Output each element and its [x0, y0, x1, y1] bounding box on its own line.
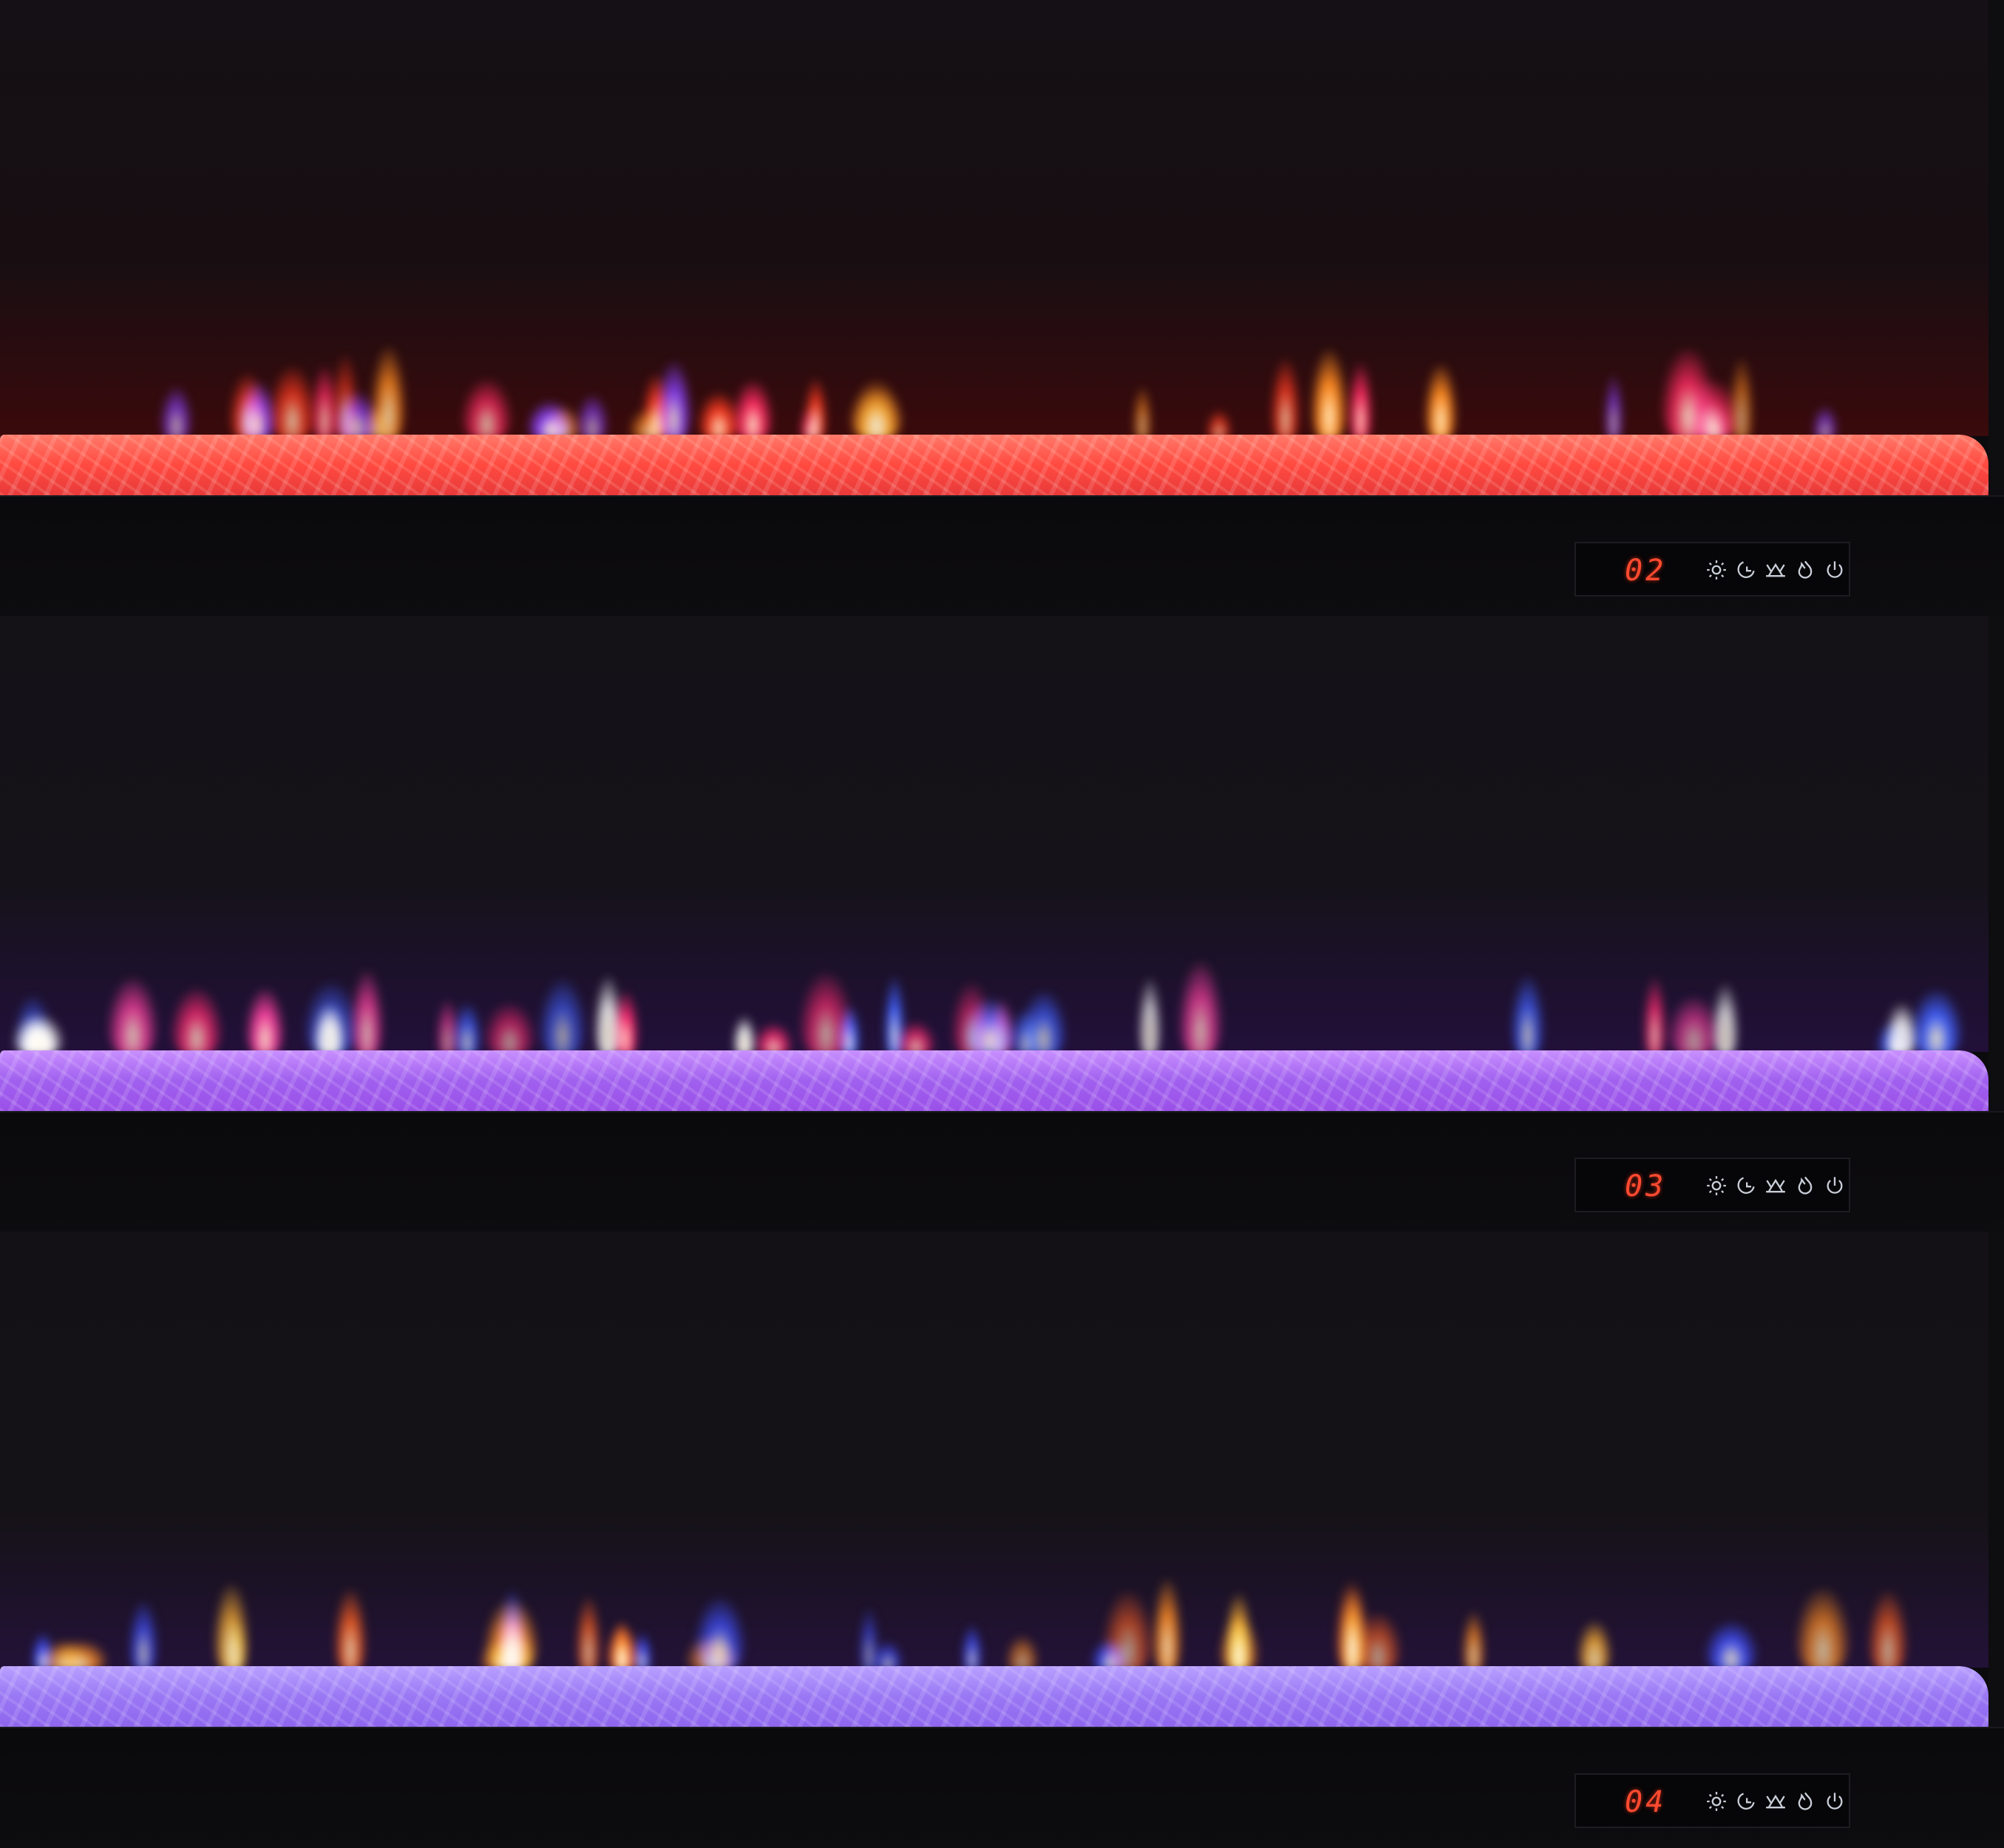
- flame: [461, 378, 512, 440]
- flame: [852, 380, 902, 440]
- flame: [544, 407, 582, 440]
- flame: [838, 1005, 860, 1056]
- flame: [1577, 1620, 1611, 1671]
- flame: [897, 1022, 936, 1056]
- power-icon[interactable]: [1824, 1791, 1845, 1812]
- crystal-ember-bed: [0, 1050, 1988, 1111]
- flame: [576, 395, 608, 440]
- flame: [732, 381, 773, 440]
- flame: [1909, 989, 1963, 1056]
- flame: [13, 1014, 64, 1056]
- flame: [962, 1624, 983, 1671]
- flame: [1010, 1010, 1041, 1056]
- timer-icon[interactable]: [1736, 1175, 1756, 1196]
- flame: [1643, 977, 1667, 1056]
- timer-icon[interactable]: [1736, 1791, 1756, 1812]
- flame: [160, 387, 192, 440]
- crystal-ember-bed: [0, 1666, 1988, 1727]
- flame: [1886, 1002, 1918, 1056]
- flame: [1812, 407, 1838, 440]
- flame: [1090, 1640, 1128, 1671]
- flame: [1668, 996, 1721, 1056]
- flame-effect: [0, 0, 1988, 444]
- flame: [1271, 358, 1300, 440]
- control-panel: 04: [1575, 1773, 1850, 1828]
- power-icon[interactable]: [1824, 560, 1845, 580]
- flame: [694, 1597, 746, 1671]
- ember-bed-icon[interactable]: [1765, 560, 1786, 580]
- flame: [171, 988, 223, 1056]
- flame: [755, 1023, 793, 1056]
- crystal-ember-bed: [0, 435, 1988, 495]
- flame: [804, 378, 827, 440]
- flame: [1462, 1611, 1485, 1671]
- flame-icon[interactable]: [1795, 560, 1816, 580]
- flame: [951, 982, 992, 1056]
- flame: [1335, 1581, 1368, 1671]
- firebox-background: [0, 1232, 1988, 1668]
- flame: [538, 979, 587, 1056]
- brightness-icon[interactable]: [1706, 1791, 1727, 1812]
- flame: [656, 361, 692, 440]
- flame: [1796, 1589, 1850, 1671]
- flame-effect: [0, 616, 1988, 1059]
- flame-icon[interactable]: [1795, 1791, 1816, 1812]
- flame: [365, 405, 387, 440]
- flame: [1178, 962, 1223, 1056]
- flame: [106, 978, 158, 1056]
- fireplace-section: 03: [0, 616, 2004, 1232]
- flame: [576, 1597, 601, 1671]
- ember-bed-icon[interactable]: [1765, 1175, 1786, 1196]
- flame: [733, 1016, 755, 1056]
- flame: [1868, 1590, 1909, 1671]
- flame-icon[interactable]: [1795, 1175, 1816, 1196]
- timer-icon[interactable]: [1736, 560, 1756, 580]
- flame: [612, 1620, 631, 1671]
- fireplace-section: 02: [0, 0, 2004, 616]
- brightness-icon[interactable]: [1706, 560, 1727, 580]
- flame: [483, 1002, 536, 1056]
- control-panel: 02: [1575, 542, 1850, 597]
- flame: [1603, 374, 1623, 440]
- frame-edge: [1988, 616, 2004, 1232]
- flame: [1132, 386, 1152, 440]
- fireplace-section: 04: [0, 1232, 2004, 1848]
- flame: [128, 1600, 159, 1671]
- flame-effect: [0, 1232, 1988, 1675]
- control-panel: 03: [1575, 1158, 1850, 1212]
- flame: [245, 988, 285, 1056]
- led-display: 02: [1625, 554, 1667, 588]
- flame: [238, 382, 277, 440]
- brightness-icon[interactable]: [1706, 1175, 1727, 1196]
- flame: [1006, 1635, 1039, 1671]
- flame: [313, 1005, 345, 1056]
- flame: [334, 1589, 367, 1671]
- flame: [1511, 976, 1544, 1056]
- flame: [350, 971, 384, 1056]
- flame: [1348, 363, 1373, 440]
- flame: [1138, 977, 1162, 1056]
- flame: [495, 1634, 536, 1671]
- flame: [452, 1002, 482, 1056]
- flame: [594, 976, 622, 1056]
- firebox-background: [0, 0, 1988, 436]
- flame: [1310, 350, 1348, 440]
- power-icon[interactable]: [1824, 1175, 1845, 1196]
- flame: [268, 367, 316, 440]
- ember-bed-icon[interactable]: [1765, 1791, 1786, 1812]
- flame: [1704, 1621, 1759, 1671]
- flame: [859, 1608, 879, 1671]
- frame-edge: [1988, 0, 2004, 616]
- flame: [1152, 1578, 1182, 1671]
- flame: [1424, 364, 1458, 440]
- led-display: 04: [1625, 1785, 1667, 1819]
- flame: [331, 355, 359, 440]
- led-display: 03: [1625, 1169, 1667, 1203]
- flame: [213, 1584, 249, 1671]
- flame: [1225, 1593, 1253, 1671]
- flame: [1684, 379, 1739, 440]
- frame-edge: [1988, 1232, 2004, 1848]
- flame: [1730, 357, 1753, 440]
